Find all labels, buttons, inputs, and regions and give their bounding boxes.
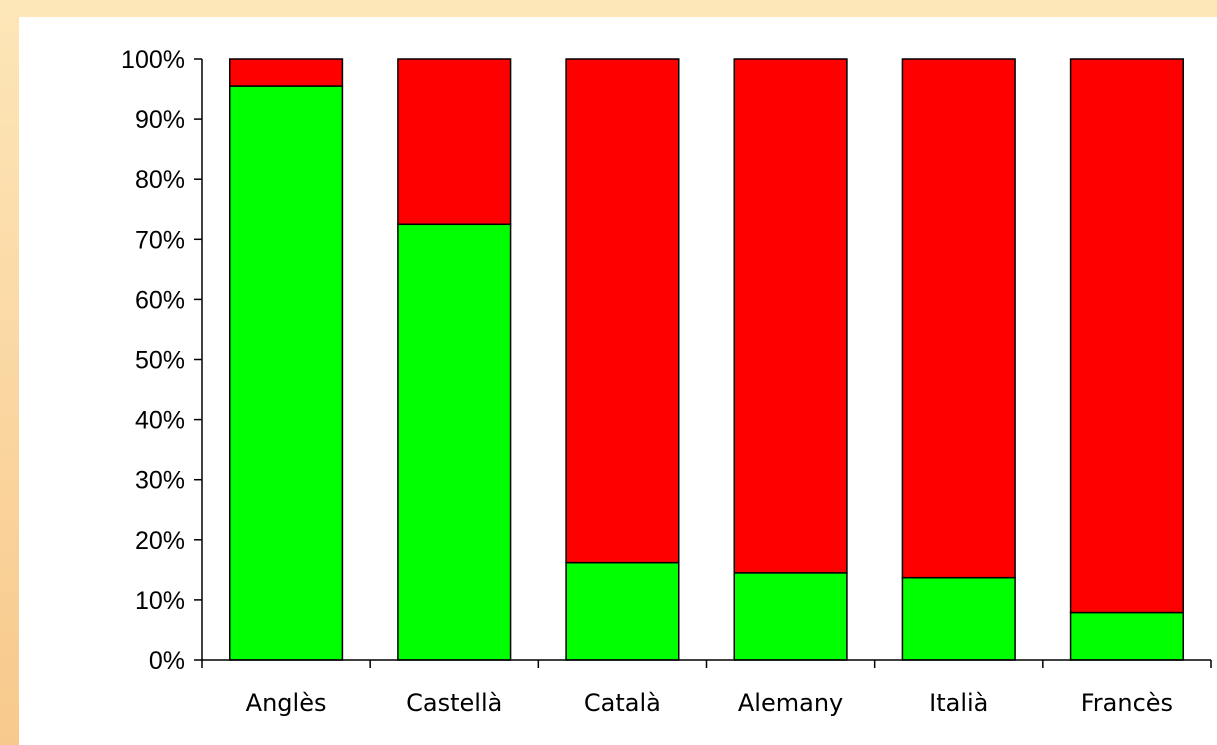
stacked-bar-chart: 0% 10% 20% 30% 40% 50% 60% 70% 80% 90% 100% Anglès C…: [121, 46, 1212, 717]
bar-segment: [228, 58, 344, 87]
bar-segment: [565, 561, 680, 661]
y-tick-label: 80%: [135, 166, 185, 194]
x-tick-label: Català: [584, 689, 661, 717]
y-tick-label: 90%: [135, 106, 185, 134]
bar-segment: [901, 576, 1016, 661]
x-tick-label: Castellà: [406, 689, 502, 717]
bar-segment: [397, 223, 512, 661]
bar-segment: [901, 58, 1016, 579]
y-tick-label: 30%: [135, 467, 185, 495]
bar-segment: [733, 572, 848, 661]
y-tick-label: 50%: [135, 347, 185, 375]
x-tick-label: Anglès: [246, 689, 327, 717]
bar-segment: [565, 58, 680, 564]
bar-segment: [397, 58, 512, 226]
y-tick-label: 100%: [121, 46, 185, 74]
chart-frame: 0% 10% 20% 30% 40% 50% 60% 70% 80% 90% 100% Anglès C…: [19, 17, 1217, 745]
bar-segment: [228, 85, 344, 661]
y-tick-label: 0%: [149, 647, 185, 675]
y-tick-label: 60%: [135, 286, 185, 314]
y-tick-label: 40%: [135, 407, 185, 435]
y-tick-label: 10%: [135, 587, 185, 615]
x-tick-label: Francès: [1081, 689, 1173, 717]
y-tick-label: 70%: [135, 226, 185, 254]
bar-segment: [733, 58, 848, 574]
x-tick-label: Alemany: [738, 689, 843, 717]
y-tick-label: 20%: [135, 527, 185, 555]
bar-segment: [1069, 611, 1185, 661]
bar-segment: [1069, 58, 1185, 614]
x-tick-label: Italià: [929, 689, 988, 717]
